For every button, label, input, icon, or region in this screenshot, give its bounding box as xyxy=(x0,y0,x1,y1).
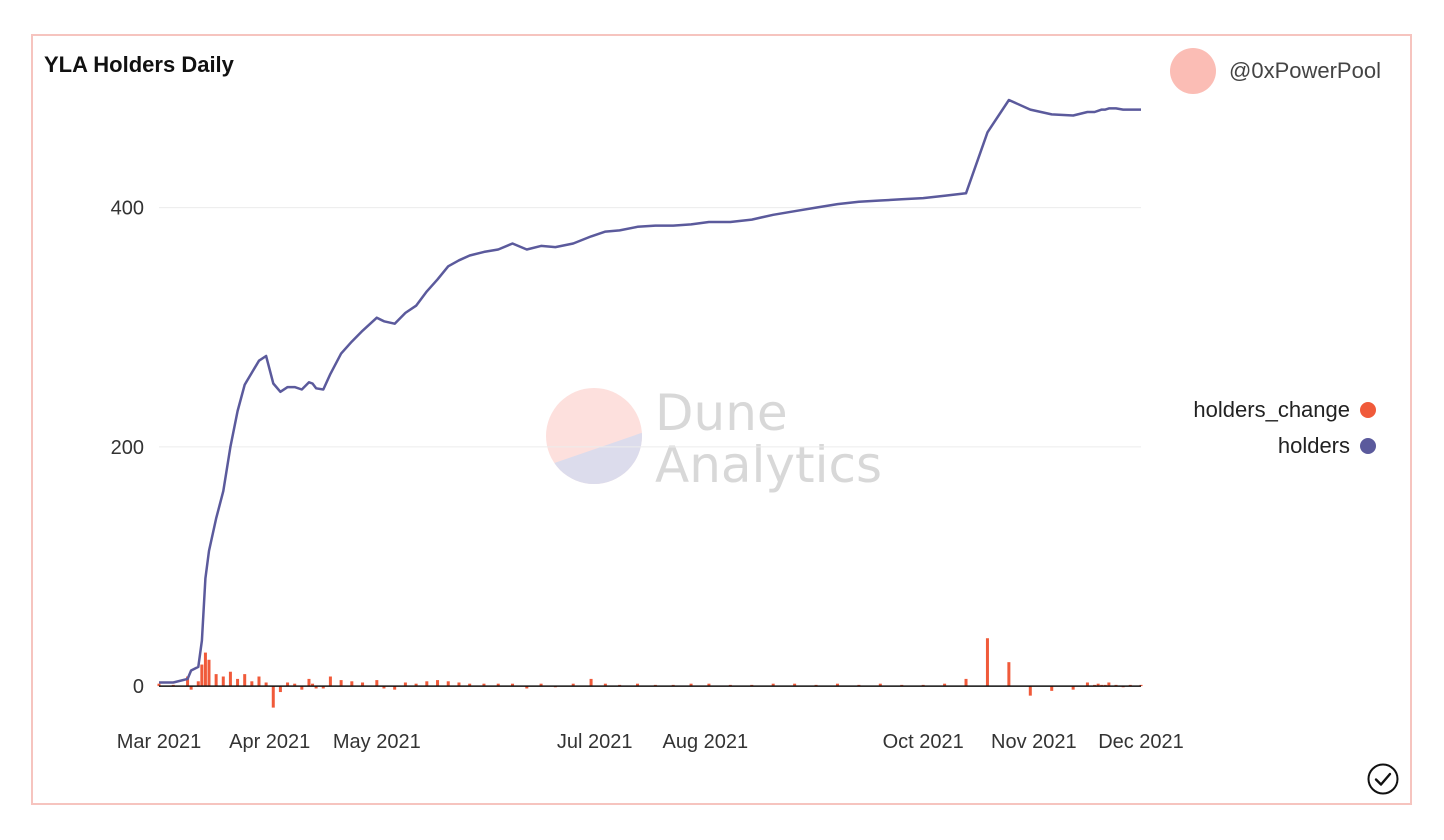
holders-change-bar xyxy=(446,681,450,687)
holders-change-bar xyxy=(307,678,311,687)
holders-change-bar xyxy=(286,682,290,687)
grid-lines xyxy=(159,207,1141,448)
check-circle-icon[interactable] xyxy=(1367,763,1399,795)
holders-change-bar xyxy=(457,682,461,687)
x-axis: Mar 2021 Apr 2021 May 2021 Jul 2021 Aug 2021… xyxy=(117,731,1184,753)
holders-change-bar xyxy=(278,686,282,693)
holders-change-bar xyxy=(482,683,486,687)
author-badge[interactable]: @0xPowerPool xyxy=(1170,48,1381,94)
legend-dot-holders[interactable] xyxy=(1360,438,1376,454)
holders-change-bar xyxy=(250,681,254,687)
y-tick-label: 200 xyxy=(111,437,144,459)
holders-change-bar xyxy=(257,676,261,687)
author-avatar[interactable] xyxy=(1170,48,1216,94)
legend-item-holders[interactable]: holders xyxy=(1193,428,1376,464)
holders-change-bar xyxy=(436,680,440,687)
holders-change-bar xyxy=(321,686,325,689)
holders-change-bar xyxy=(525,686,529,689)
holders-change-bar xyxy=(264,682,268,687)
holders-change-bar xyxy=(571,683,575,687)
holders-change-bar xyxy=(707,683,711,687)
legend-label-holders[interactable]: holders xyxy=(1277,433,1350,458)
x-tick-label: Apr 2021 xyxy=(229,731,310,753)
holders-change-bar xyxy=(511,683,515,687)
legend-dot-holders-change[interactable] xyxy=(1360,402,1376,418)
holders-change-bar xyxy=(878,683,882,687)
legend: holders_change holders xyxy=(1193,392,1376,464)
author-name[interactable]: @0xPowerPool xyxy=(1229,58,1381,83)
holders-change-bar xyxy=(539,683,543,687)
holders-change-bar xyxy=(311,683,315,687)
holders-change-bar xyxy=(414,683,418,687)
holders-change-bar xyxy=(328,676,332,687)
watermark-dune: Dune xyxy=(655,384,788,442)
holders-change-bar xyxy=(835,683,839,687)
holders-change-bar xyxy=(393,686,397,690)
holders-change-bar xyxy=(1071,686,1075,690)
holders-change-bar xyxy=(189,686,193,690)
holders-change-bar xyxy=(157,683,161,687)
holders-change-bar xyxy=(382,686,386,689)
chart-card xyxy=(31,34,1412,805)
holders-change-bar xyxy=(207,659,211,687)
holders-change-bar xyxy=(203,652,207,687)
holders-change-bar xyxy=(985,638,989,687)
holders-change-bar xyxy=(771,683,775,687)
holders-change-bar xyxy=(228,671,232,687)
holders-change-bar xyxy=(425,681,429,687)
watermark: Dune Analytics xyxy=(546,384,882,494)
holders-change-bar xyxy=(496,683,500,687)
holders-change-bar xyxy=(689,683,693,687)
holders-change-bar xyxy=(271,686,275,708)
y-tick-label: 0 xyxy=(133,676,144,698)
x-tick-label: Mar 2021 xyxy=(117,731,202,753)
x-tick-label: Jul 2021 xyxy=(557,731,633,753)
holders-change-bar xyxy=(1096,683,1100,687)
x-tick-label: Aug 2021 xyxy=(663,731,749,753)
holders-change-bar xyxy=(375,680,379,687)
holders-change-bar xyxy=(243,674,247,687)
holders-change-bar xyxy=(943,683,947,687)
holders-change-bar xyxy=(964,678,968,687)
holders-line xyxy=(159,98,1141,684)
x-tick-label: Dec 2021 xyxy=(1098,731,1184,753)
holders-change-bar xyxy=(314,686,318,689)
holders-change-bar xyxy=(793,683,797,687)
holders-change-bars xyxy=(157,638,1143,708)
holders-change-bar xyxy=(468,683,472,687)
holders-change-bar xyxy=(636,683,640,687)
y-axis: 0 200 400 xyxy=(111,198,144,698)
holders-change-bar xyxy=(236,678,240,687)
holders-change-bar xyxy=(339,680,343,687)
holders-change-bar xyxy=(403,682,407,687)
holders-change-bar xyxy=(603,683,607,687)
holders-change-bar xyxy=(200,664,204,687)
holders-change-bar xyxy=(1028,686,1032,696)
chart-title: YLA Holders Daily xyxy=(44,52,234,77)
x-tick-label: May 2021 xyxy=(333,731,421,753)
holders-change-bar xyxy=(300,686,304,690)
x-tick-label: Oct 2021 xyxy=(883,731,964,753)
legend-item-holders-change[interactable]: holders_change xyxy=(1193,392,1376,428)
holders-change-bar xyxy=(1085,682,1089,687)
x-tick-label: Nov 2021 xyxy=(991,731,1077,753)
holders-change-bar xyxy=(1107,682,1111,687)
legend-label-holders-change[interactable]: holders_change xyxy=(1193,397,1350,422)
holders-change-bar xyxy=(361,682,365,687)
holders-change-bar xyxy=(350,681,354,687)
y-tick-label: 400 xyxy=(111,198,144,220)
holders-change-bar xyxy=(196,681,200,687)
holders-change-bar xyxy=(1007,662,1011,687)
holders-change-bar xyxy=(221,676,225,687)
holders-change-bar xyxy=(293,683,297,687)
watermark-analytics: Analytics xyxy=(655,436,882,494)
holders-change-bar xyxy=(186,676,190,687)
holders-change-bar xyxy=(214,674,218,687)
holders-change-bar xyxy=(1050,686,1054,691)
holders-change-bar xyxy=(589,678,593,687)
